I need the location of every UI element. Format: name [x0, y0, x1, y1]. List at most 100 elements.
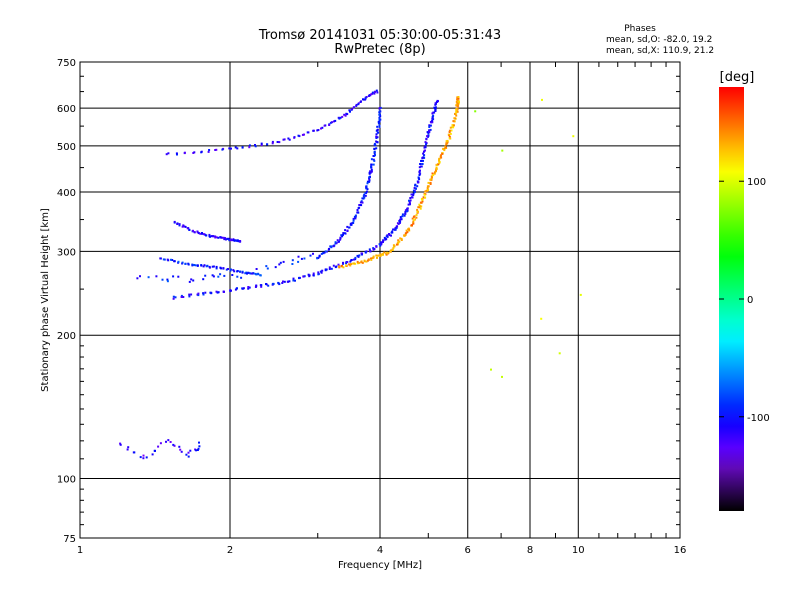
- data-point: [427, 132, 430, 135]
- data-point: [260, 284, 263, 287]
- data-point: [399, 237, 402, 240]
- data-point: [352, 262, 354, 265]
- data-point: [172, 443, 175, 446]
- data-point: [188, 293, 191, 296]
- data-point: [208, 266, 211, 269]
- data-point: [441, 152, 444, 155]
- data-point: [224, 237, 227, 240]
- data-point: [325, 250, 328, 253]
- data-point: [330, 267, 333, 270]
- data-point: [452, 126, 455, 129]
- data-point: [279, 261, 282, 264]
- data-point: [180, 450, 183, 453]
- data-point: [393, 228, 396, 231]
- data-point: [434, 110, 437, 112]
- data-point: [378, 254, 381, 257]
- data-point: [375, 133, 378, 136]
- data-point: [423, 193, 426, 196]
- data-point: [378, 116, 381, 119]
- data-point: [395, 226, 398, 229]
- data-point: [341, 235, 344, 238]
- data-point: [165, 153, 168, 156]
- data-point: [423, 156, 426, 159]
- data-point: [340, 264, 343, 267]
- data-point: [411, 224, 413, 227]
- data-point: [312, 129, 315, 132]
- data-point: [361, 261, 364, 264]
- data-point: [136, 277, 139, 280]
- data-point: [378, 243, 381, 246]
- data-point: [173, 220, 176, 223]
- data-point: [435, 167, 438, 170]
- data-point: [344, 229, 347, 232]
- data-point: [412, 192, 415, 195]
- data-point: [366, 259, 369, 262]
- data-point: [189, 449, 192, 452]
- data-point: [359, 101, 362, 103]
- data-point: [231, 239, 234, 242]
- data-point: [370, 158, 373, 161]
- data-point: [392, 246, 395, 249]
- data-point: [379, 115, 382, 118]
- data-point: [364, 192, 367, 194]
- data-point: [426, 135, 429, 138]
- data-point: [197, 232, 200, 235]
- data-point: [352, 258, 355, 261]
- data-point: [332, 245, 335, 248]
- y-axis-label: Stationary phase Virtual Height [km]: [40, 208, 51, 392]
- data-point: [432, 174, 435, 177]
- data-point: [448, 137, 451, 140]
- data-point: [424, 141, 427, 144]
- data-point: [229, 239, 232, 242]
- data-point: [412, 222, 415, 225]
- data-point: [445, 146, 447, 149]
- data-point: [214, 236, 217, 239]
- data-point: [324, 269, 327, 272]
- data-point: [457, 103, 459, 106]
- data-point: [196, 231, 199, 234]
- data-point: [174, 296, 177, 299]
- data-point: [370, 258, 373, 261]
- data-point: [426, 185, 429, 188]
- data-point: [382, 241, 384, 243]
- data-point: [386, 251, 389, 254]
- data-point: [316, 257, 319, 260]
- data-point: [187, 262, 190, 265]
- data-point: [424, 196, 427, 199]
- data-point: [368, 171, 371, 174]
- data-point: [193, 151, 196, 154]
- data-point: [207, 150, 210, 153]
- data-point: [342, 261, 344, 264]
- data-point: [404, 209, 407, 212]
- data-point: [339, 236, 342, 239]
- data-point: [368, 176, 371, 179]
- data-point: [356, 209, 359, 211]
- data-point: [418, 205, 421, 208]
- data-point: [447, 133, 450, 136]
- data-point: [166, 278, 169, 281]
- data-point: [361, 201, 364, 204]
- data-point: [252, 272, 255, 275]
- data-point: [572, 135, 575, 138]
- data-point: [172, 275, 175, 278]
- data-point: [312, 274, 315, 277]
- data-point: [416, 208, 419, 211]
- data-point: [247, 286, 250, 288]
- data-point: [458, 101, 460, 104]
- data-point: [357, 207, 360, 210]
- data-point: [406, 210, 408, 213]
- data-point: [423, 154, 426, 157]
- data-point: [410, 193, 413, 196]
- data-point: [336, 239, 339, 242]
- data-point: [415, 216, 418, 219]
- data-point: [133, 451, 136, 454]
- data-point: [324, 250, 327, 253]
- data-point: [307, 131, 310, 134]
- data-point: [231, 274, 234, 276]
- chart-subtitle: RwPretec (8p): [334, 42, 425, 57]
- data-point: [235, 239, 238, 242]
- data-point: [443, 148, 446, 150]
- data-point: [400, 239, 403, 241]
- data-point: [177, 260, 180, 263]
- data-point: [431, 176, 433, 179]
